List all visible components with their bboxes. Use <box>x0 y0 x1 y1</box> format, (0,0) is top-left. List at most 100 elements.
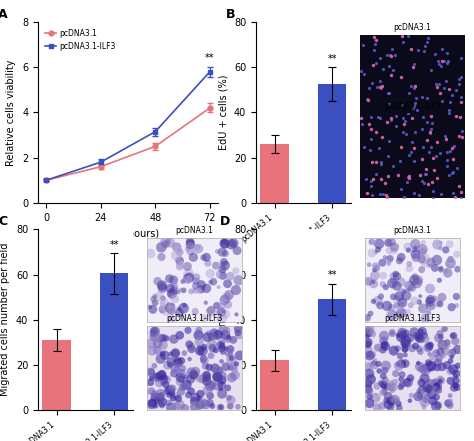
Point <box>421 43 429 50</box>
Point <box>392 122 400 129</box>
Point <box>188 345 195 352</box>
Point <box>368 351 376 358</box>
Point <box>225 394 233 401</box>
Point <box>202 401 210 408</box>
Point <box>446 241 454 248</box>
Point <box>215 284 222 291</box>
Point <box>236 331 243 338</box>
Point <box>379 281 387 288</box>
Point <box>425 362 433 369</box>
Point <box>387 397 394 404</box>
Point <box>216 315 223 322</box>
Point <box>402 131 410 138</box>
Point <box>374 404 381 411</box>
Point <box>398 33 406 40</box>
Point <box>380 332 388 339</box>
Point <box>455 132 463 139</box>
Point <box>448 333 456 340</box>
Point <box>181 350 188 357</box>
Point <box>195 401 202 408</box>
Point <box>370 46 378 53</box>
Point <box>396 257 403 264</box>
Point <box>442 247 449 254</box>
Point <box>392 397 400 404</box>
Point <box>423 136 431 143</box>
Point <box>438 294 446 301</box>
Point <box>373 265 381 272</box>
Point <box>445 171 453 178</box>
Point <box>423 365 430 372</box>
Point <box>196 344 203 351</box>
Point <box>426 343 433 350</box>
Point <box>383 303 391 310</box>
Point <box>457 93 465 101</box>
Point <box>377 161 384 168</box>
Point <box>380 337 387 344</box>
Point <box>435 58 442 65</box>
Point <box>420 179 428 187</box>
Point <box>448 92 456 99</box>
Point <box>376 78 384 85</box>
Point <box>389 280 396 287</box>
Point <box>372 60 380 67</box>
Point <box>431 379 439 386</box>
Point <box>174 247 182 254</box>
Point <box>415 334 422 341</box>
Point <box>203 374 210 381</box>
Point <box>364 378 372 385</box>
Point <box>176 332 183 339</box>
Point <box>407 302 414 309</box>
Point <box>180 305 187 312</box>
Point <box>175 305 183 312</box>
Point <box>421 375 428 382</box>
Point <box>392 396 399 403</box>
Point <box>390 293 397 300</box>
Point <box>160 376 167 383</box>
Point <box>168 316 175 323</box>
Point <box>413 107 420 114</box>
Point <box>384 153 392 160</box>
Point <box>367 125 375 132</box>
Point <box>423 393 431 400</box>
Point <box>402 292 410 299</box>
Point <box>368 79 376 86</box>
Point <box>452 377 460 384</box>
Point <box>397 186 405 193</box>
Point <box>221 262 229 269</box>
Point <box>399 128 407 135</box>
Point <box>429 194 437 202</box>
Point <box>395 404 403 411</box>
Point <box>402 340 410 347</box>
Point <box>448 145 456 152</box>
Point <box>363 331 371 338</box>
Point <box>423 94 431 101</box>
Point <box>218 339 226 346</box>
Point <box>391 243 398 250</box>
Point <box>372 262 379 269</box>
Point <box>229 363 237 370</box>
Point <box>424 119 431 126</box>
Point <box>360 143 368 150</box>
Point <box>454 362 462 369</box>
Point <box>155 395 163 402</box>
Text: C: C <box>0 215 7 228</box>
Point <box>390 247 398 254</box>
Point <box>456 113 464 120</box>
Point <box>363 190 371 197</box>
Point <box>448 350 456 357</box>
Point <box>443 59 450 66</box>
Point <box>459 115 466 122</box>
Point <box>389 66 397 73</box>
Point <box>362 176 370 183</box>
Point <box>448 353 456 360</box>
Point <box>157 335 164 342</box>
Point <box>147 375 155 382</box>
Point <box>200 399 208 406</box>
Point <box>400 360 407 367</box>
Point <box>427 258 435 265</box>
Point <box>456 182 463 189</box>
Point <box>381 341 388 348</box>
Point <box>392 370 400 377</box>
Point <box>211 365 219 372</box>
Point <box>187 241 194 248</box>
